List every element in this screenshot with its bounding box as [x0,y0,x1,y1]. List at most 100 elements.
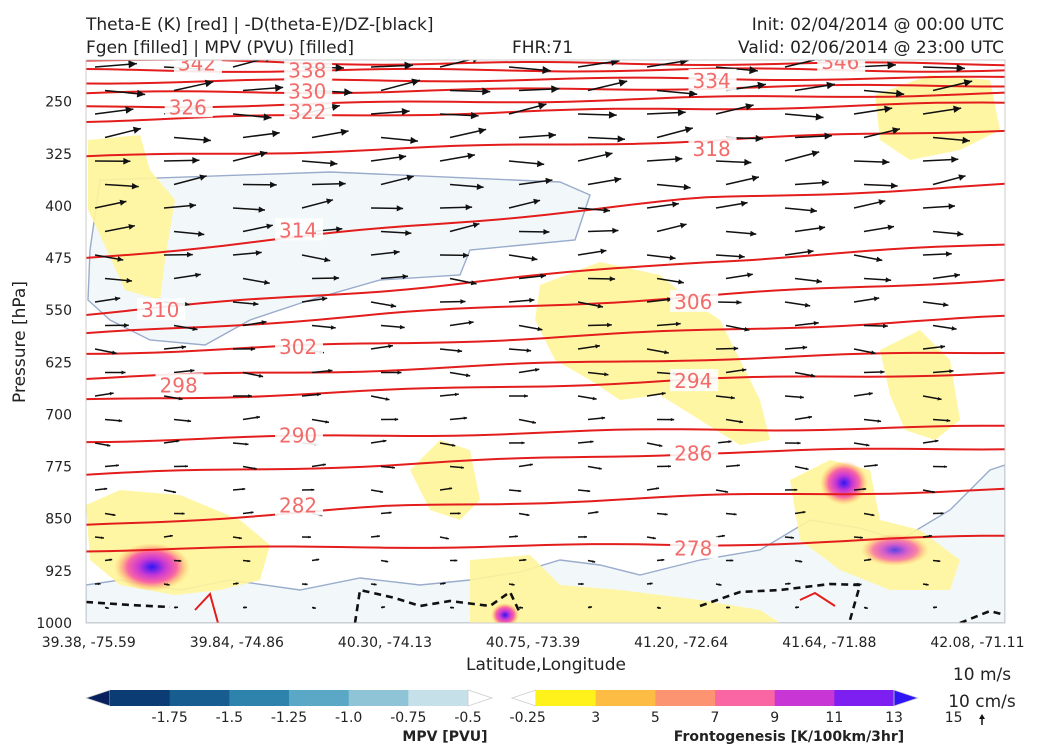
wind-vector-head [457,348,463,353]
wind-vector-head [181,345,187,350]
wind-vector-head [460,299,466,304]
wind-vector-head [589,606,592,609]
wind-vector-head [451,606,454,609]
wind-vector-head [328,368,333,373]
wind-vector-head [656,487,660,490]
wind-vector-head [239,536,242,540]
wind-vector-head [97,582,101,586]
wind-vector-head [253,301,259,307]
wind-vector-head [112,350,117,355]
reference-vector-vertical: 10 cm/s [948,692,1016,712]
wind-vector-head [189,202,196,209]
contour-label-background [274,423,323,446]
init-time: Init: 02/04/2014 @ 00:00 UTC [751,15,1004,35]
wind-vector-head [125,106,134,114]
wind-vector-head [953,105,962,113]
wind-vector-head [373,583,377,586]
wind-vector-head [117,256,124,262]
fgen-maximum [491,603,519,623]
wind-vector-head [945,251,952,257]
fgen-shaded-area [88,135,175,300]
wind-vector-head [181,512,185,515]
wind-vector-head [810,207,817,214]
fgen-shaded-area [875,75,1000,160]
colorbar-segment [536,690,597,706]
wind-vector-head [198,231,205,237]
wind-vector-head [385,397,390,401]
wind-vector-head [472,222,480,229]
wind-vector-head [472,60,478,63]
wind-vector-head [264,279,270,285]
contour-label-background [137,298,186,321]
wind-vector-head [526,513,530,517]
wind-vector-head [524,394,528,398]
wind-vector-head [614,176,622,184]
wind-vector-head [880,370,885,374]
wind-vector-head [521,441,525,445]
y-tick-label: 1000 [36,616,72,632]
x-axis-ticks: 39.38, -75.59 39.84, -74.86 40.30, -74.13 4… [42,635,1025,651]
wind-vector-head [749,66,758,75]
wind-vector-head [871,513,875,517]
wind-vector-head [101,536,104,539]
wind-vector-head [411,78,420,86]
wind-vector-head [259,150,268,158]
wind-vector-head [807,249,814,255]
wind-vector-head [532,420,536,424]
wind-vector-head [275,84,284,92]
wind-vector-head [956,64,965,73]
wind-vector-head [445,537,449,540]
wind-vector-head [247,559,251,563]
wind-vector-head [388,344,393,349]
wind-vector-head [866,443,870,447]
colorbar-segment [289,690,350,706]
y-tick-label: 550 [45,303,72,319]
colorbar-tick-label: 15 [945,710,963,726]
wind-vector-head [607,322,612,328]
wind-vector-head [728,440,732,444]
wind-vector-head [195,272,201,278]
forecast-hour: FHR:71 [512,38,574,58]
wind-vector-head [884,105,893,113]
wind-vector-head [943,302,949,307]
wind-vector-head [664,350,669,355]
contour-label-background [688,68,737,91]
wind-vector-head [170,534,173,538]
wind-vector-head [394,417,399,422]
x-tick-label: 42.08, -71.11 [930,635,1024,651]
wind-vector-head [542,66,551,74]
wind-vector-head [580,582,584,586]
wind-vector-head [750,230,757,237]
wind-vector-head [658,444,663,447]
wind-vector-head [584,535,587,539]
colorbar-tick-label: -1.5 [216,710,243,726]
colorbar-extend-low [84,689,111,707]
wind-vector-head [383,439,387,443]
contour-label-background [155,373,204,396]
wind-vector-head [856,582,860,586]
contour-label-background [688,136,737,159]
wind-vector-head [454,559,458,562]
wind-vector-head [944,465,947,468]
wind-vector-head [235,582,239,585]
colorbar-tick-label: -0.25 [510,710,546,726]
theta-e-contour-282 [86,487,1005,526]
wind-vector-head [742,368,747,372]
wind-vector-head [860,536,863,539]
theta-e-label: 290 [279,423,317,447]
wind-vector-head [744,327,750,332]
wind-vector-head [178,559,182,563]
wind-vector-head [529,297,535,303]
wind-vector-head [399,324,405,330]
wind-vector-head [178,396,183,401]
wind-vector-head [266,223,273,230]
y-tick-label: 250 [45,95,72,111]
wind-vector-head [601,416,606,420]
wind-vector-head [461,466,464,469]
wind-vector-head [330,160,338,167]
wind-vector-head [465,204,473,211]
wind-vector-head [463,416,468,420]
wind-vector-head [957,230,964,237]
wind-vector-head [535,368,540,372]
